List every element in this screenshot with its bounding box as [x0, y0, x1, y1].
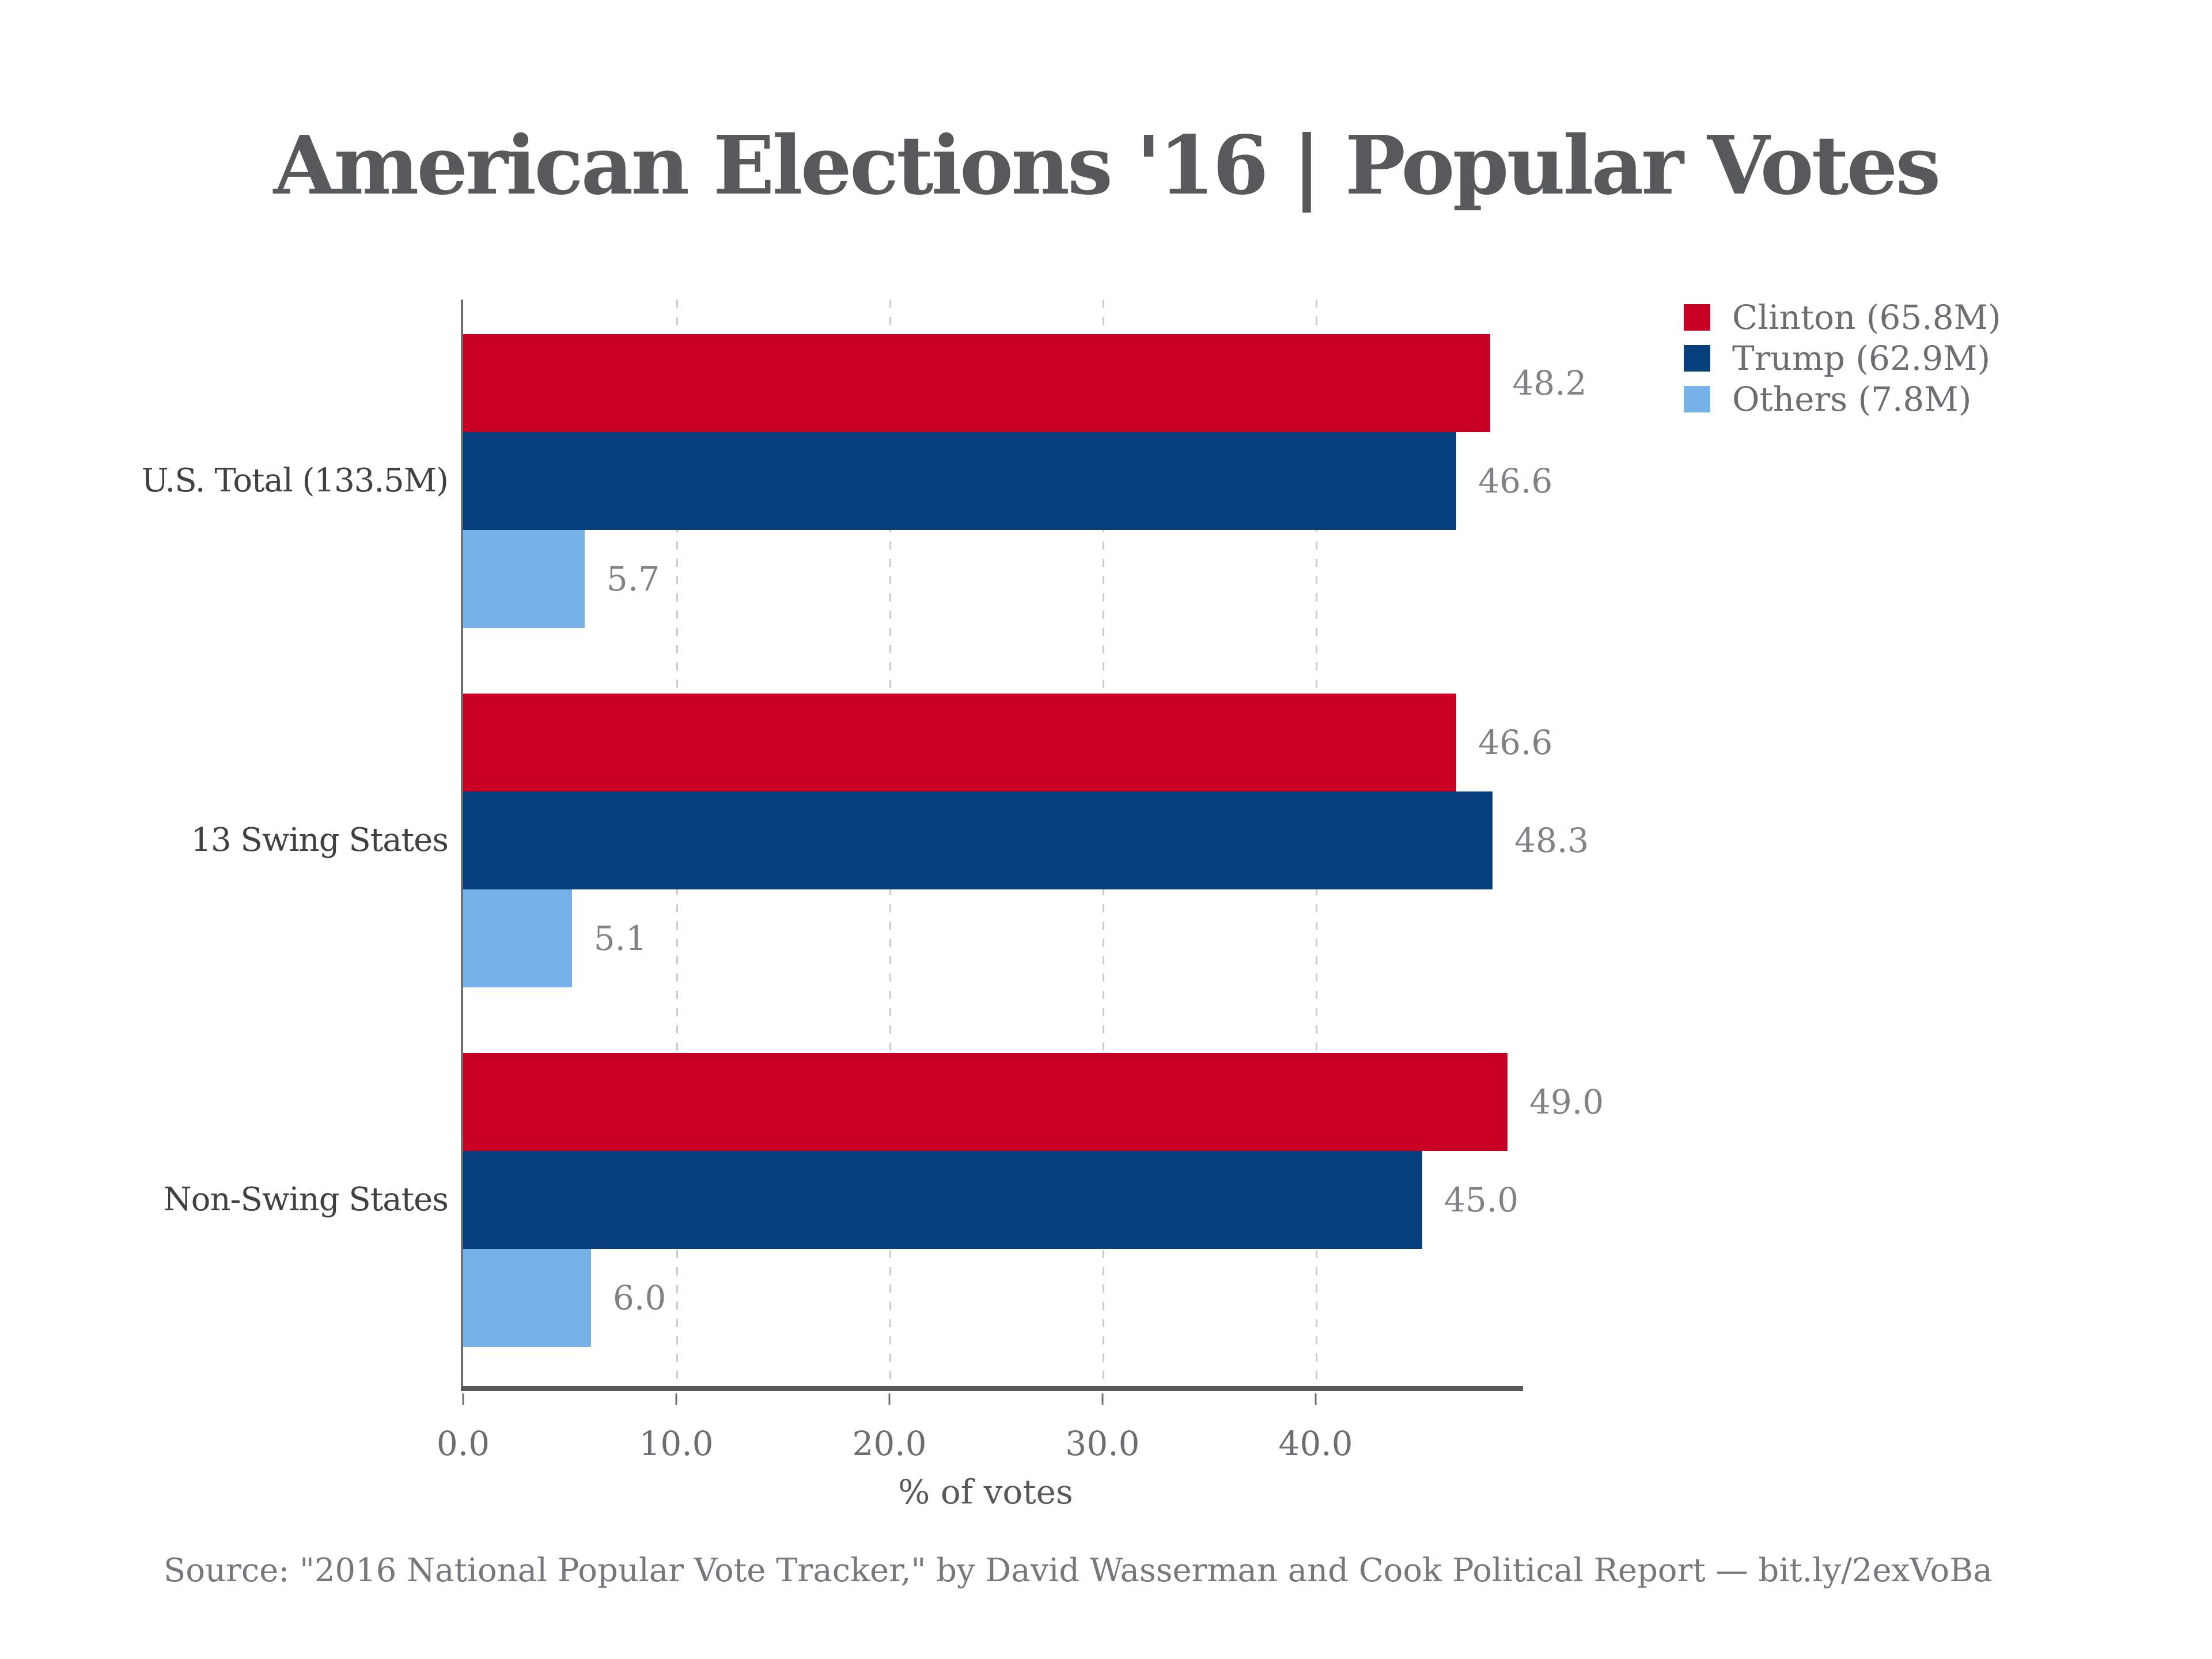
bar-clinton	[463, 694, 1457, 791]
bar-clinton	[463, 1053, 1508, 1151]
value-label: 49.0	[1529, 1082, 1604, 1122]
bar-others	[463, 1249, 591, 1347]
legend-item: Clinton (65.8M)	[1684, 298, 2001, 337]
x-axis-line	[461, 1386, 1523, 1391]
plot-area: 0.0 10.0 20.0 30.0 40.0 U.S. Total (133.5M) 48…	[142, 300, 1615, 1567]
category-label: Non-Swing States	[163, 1181, 449, 1218]
category-label: 13 Swing States	[191, 821, 449, 859]
value-label: 5.1	[593, 919, 647, 958]
x-tick-label: 30.0	[1065, 1424, 1140, 1463]
source-note: Source: "2016 National Popular Vote Trac…	[164, 1552, 1993, 1589]
legend-swatch-others	[1684, 386, 1710, 412]
bar-clinton	[463, 334, 1491, 432]
value-label: 46.6	[1478, 723, 1553, 762]
bar-others	[463, 889, 572, 987]
value-label: 48.3	[1514, 821, 1589, 860]
value-label: 48.2	[1512, 363, 1587, 403]
category-label: U.S. Total (133.5M)	[141, 462, 449, 499]
y-axis-line	[461, 300, 463, 1388]
legend-swatch-trump	[1684, 345, 1710, 372]
legend-label: Others (7.8M)	[1732, 380, 1972, 419]
value-label: 46.6	[1478, 461, 1553, 501]
x-tick-label: 20.0	[852, 1424, 927, 1463]
x-tick-label: 40.0	[1278, 1424, 1353, 1463]
value-label: 6.0	[613, 1278, 666, 1317]
x-tick-label: 10.0	[639, 1424, 714, 1463]
legend-label: Trump (62.9M)	[1732, 339, 1991, 378]
x-axis-title: % of votes	[898, 1472, 1073, 1512]
bar-trump	[463, 1151, 1422, 1249]
bar-others	[463, 530, 585, 628]
x-tick-mark	[675, 1393, 677, 1405]
value-label: 45.0	[1444, 1180, 1519, 1219]
legend: Clinton (65.8M) Trump (62.9M) Others (7.8M…	[1684, 298, 2001, 427]
legend-label: Clinton (65.8M)	[1732, 298, 2001, 337]
chart-title: American Elections '16 | Popular Votes	[273, 119, 1941, 213]
x-tick-label: 0.0	[436, 1424, 490, 1463]
x-tick-mark	[888, 1393, 891, 1405]
legend-swatch-clinton	[1684, 304, 1710, 331]
x-tick-mark	[1315, 1393, 1317, 1405]
legend-item: Others (7.8M)	[1684, 380, 2001, 419]
x-tick-mark	[462, 1393, 464, 1405]
legend-item: Trump (62.9M)	[1684, 339, 2001, 378]
bar-trump	[463, 432, 1457, 530]
bar-trump	[463, 791, 1493, 889]
value-label: 5.7	[606, 559, 660, 599]
x-tick-mark	[1101, 1393, 1104, 1405]
